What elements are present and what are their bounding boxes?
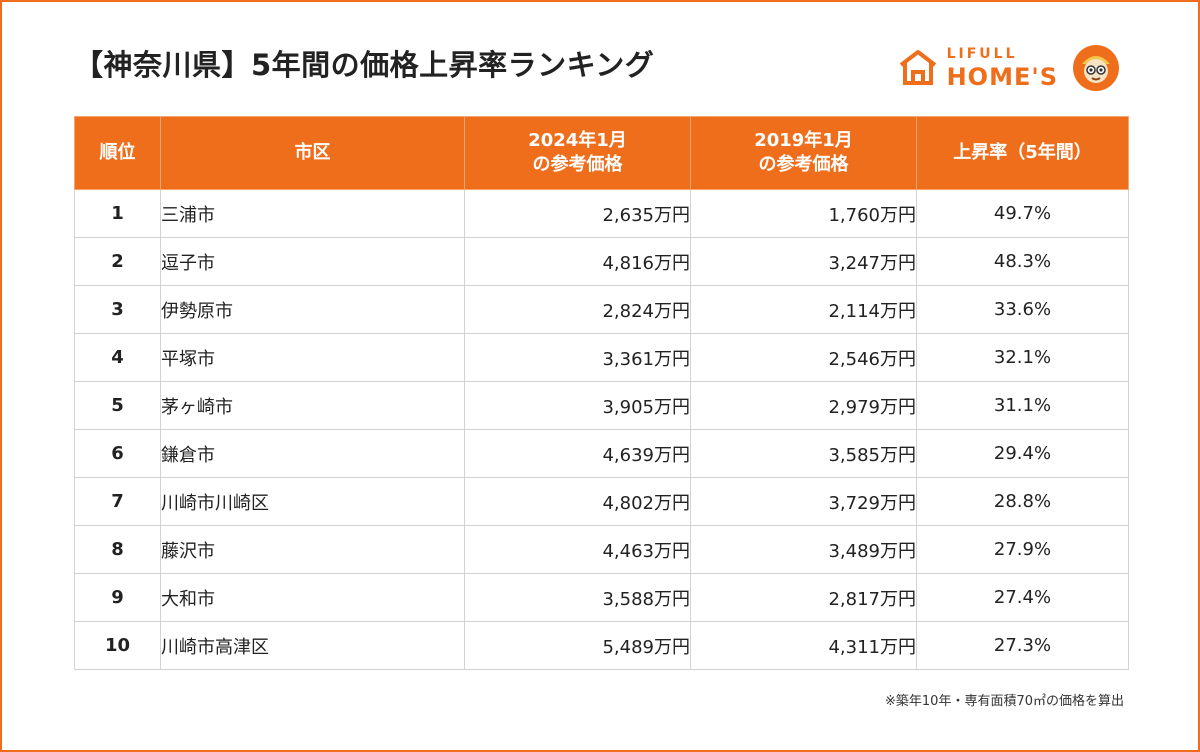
price-2024-cell: 3,905万円 [464, 381, 691, 430]
mascot-icon [1073, 45, 1119, 91]
price-2024-cell: 4,639万円 [464, 429, 691, 478]
price-2019-cell: 3,729万円 [690, 477, 917, 526]
price-2019-cell: 2,979万円 [690, 381, 917, 430]
price-2024-cell: 3,588万円 [464, 573, 691, 622]
price-2024-cell: 4,802万円 [464, 477, 691, 526]
city-cell: 川崎市高津区 [160, 621, 465, 670]
brand-logo: LIFULL HOME'S [895, 42, 1058, 94]
price-2019-cell: 2,546万円 [690, 333, 917, 382]
rate-cell: 48.3% [916, 237, 1129, 286]
city-cell: 大和市 [160, 573, 465, 622]
rank-cell: 7 [74, 477, 161, 526]
price-2024-cell: 2,635万円 [464, 189, 691, 238]
table-row: 3 伊勢原市 2,824万円 2,114万円 33.6% [74, 285, 1129, 334]
rank-cell: 8 [74, 525, 161, 574]
price-2019-cell: 3,585万円 [690, 429, 917, 478]
table-row: 2 逗子市 4,816万円 3,247万円 48.3% [74, 237, 1129, 286]
city-cell: 三浦市 [160, 189, 465, 238]
logo-main-text: HOME'S [946, 63, 1058, 91]
header-city: 市区 [160, 116, 465, 190]
table-row: 9 大和市 3,588万円 2,817万円 27.4% [74, 573, 1129, 622]
rate-cell: 29.4% [916, 429, 1129, 478]
table-row: 7 川崎市川崎区 4,802万円 3,729万円 28.8% [74, 477, 1129, 526]
page-title: 【神奈川県】5年間の価格上昇率ランキング [74, 48, 655, 82]
rank-cell: 4 [74, 333, 161, 382]
city-cell: 鎌倉市 [160, 429, 465, 478]
price-2019-cell: 3,489万円 [690, 525, 917, 574]
table-row: 4 平塚市 3,361万円 2,546万円 32.1% [74, 333, 1129, 382]
city-cell: 平塚市 [160, 333, 465, 382]
rate-cell: 28.8% [916, 477, 1129, 526]
city-cell: 伊勢原市 [160, 285, 465, 334]
rate-cell: 31.1% [916, 381, 1129, 430]
ranking-table: 順位 市区 2024年1月 の参考価格 2019年1月 の参考価格 上昇率（5年… [74, 116, 1129, 670]
price-2019-cell: 4,311万円 [690, 621, 917, 670]
table-header-row: 順位 市区 2024年1月 の参考価格 2019年1月 の参考価格 上昇率（5年… [74, 116, 1129, 190]
price-2024-cell: 2,824万円 [464, 285, 691, 334]
price-2024-cell: 4,816万円 [464, 237, 691, 286]
rate-cell: 27.4% [916, 573, 1129, 622]
logo-top-text: LIFULL [946, 46, 1018, 62]
price-2019-cell: 3,247万円 [690, 237, 917, 286]
header-price-2024: 2024年1月 の参考価格 [464, 116, 691, 190]
rank-cell: 6 [74, 429, 161, 478]
header-rank: 順位 [74, 116, 161, 190]
rank-cell: 10 [74, 621, 161, 670]
table-row: 6 鎌倉市 4,639万円 3,585万円 29.4% [74, 429, 1129, 478]
price-2019-cell: 2,817万円 [690, 573, 917, 622]
rank-cell: 2 [74, 237, 161, 286]
price-2019-cell: 2,114万円 [690, 285, 917, 334]
table-row: 5 茅ヶ崎市 3,905万円 2,979万円 31.1% [74, 381, 1129, 430]
table-row: 10 川崎市高津区 5,489万円 4,311万円 27.3% [74, 621, 1129, 670]
price-2024-cell: 5,489万円 [464, 621, 691, 670]
rank-cell: 9 [74, 573, 161, 622]
rank-cell: 3 [74, 285, 161, 334]
price-2019-cell: 1,760万円 [690, 189, 917, 238]
rate-cell: 49.7% [916, 189, 1129, 238]
rank-cell: 5 [74, 381, 161, 430]
table-row: 1 三浦市 2,635万円 1,760万円 49.7% [74, 189, 1129, 238]
city-cell: 逗子市 [160, 237, 465, 286]
house-icon [899, 50, 936, 85]
header-rate: 上昇率（5年間） [916, 116, 1129, 190]
price-2024-cell: 4,463万円 [464, 525, 691, 574]
price-2024-cell: 3,361万円 [464, 333, 691, 382]
rate-cell: 33.6% [916, 285, 1129, 334]
header-price-2019: 2019年1月 の参考価格 [690, 116, 917, 190]
rate-cell: 27.9% [916, 525, 1129, 574]
footnote: ※築年10年・専有面積70㎡の価格を算出 [885, 694, 1124, 709]
city-cell: 茅ヶ崎市 [160, 381, 465, 430]
rate-cell: 27.3% [916, 621, 1129, 670]
city-cell: 川崎市川崎区 [160, 477, 465, 526]
rate-cell: 32.1% [916, 333, 1129, 382]
city-cell: 藤沢市 [160, 525, 465, 574]
rank-cell: 1 [74, 189, 161, 238]
table-row: 8 藤沢市 4,463万円 3,489万円 27.9% [74, 525, 1129, 574]
